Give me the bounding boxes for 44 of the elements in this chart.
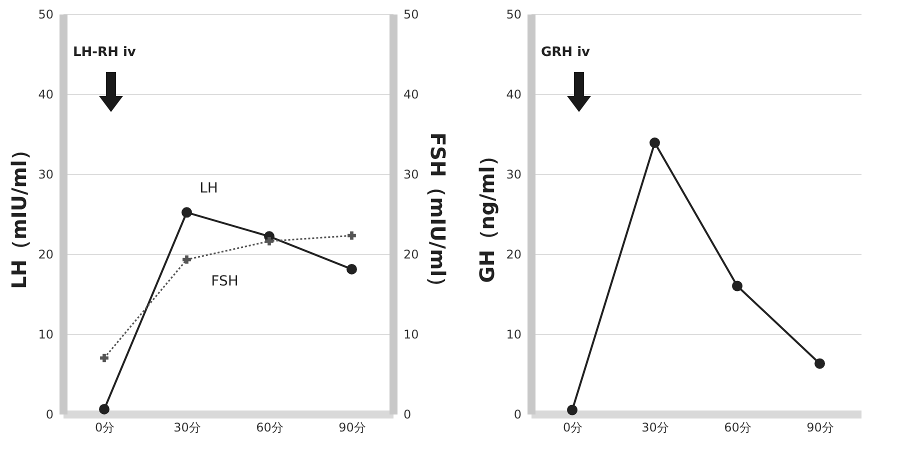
x-tick-label: 60分	[256, 420, 284, 434]
y-tick-label: 20	[506, 248, 522, 262]
x-tick-label: 90分	[806, 420, 834, 434]
series-label: LH	[200, 180, 218, 196]
point	[650, 138, 660, 148]
point	[732, 280, 742, 292]
y-tick-label: 0	[514, 408, 522, 422]
point	[348, 231, 356, 240]
point	[182, 255, 191, 264]
y-tick-label: 10	[506, 328, 522, 342]
y2-tick-label: 50	[404, 8, 419, 22]
y2-tick-label: 20	[404, 248, 419, 262]
y-tick-label: 40	[506, 88, 522, 102]
y2-tick-label: 10	[404, 328, 419, 342]
point	[100, 354, 108, 362]
y-tick-label: 10	[38, 328, 54, 342]
point	[182, 207, 192, 218]
y-tick-label: 30	[38, 168, 54, 182]
y-axis-title: GH（ng/ml）	[475, 146, 500, 283]
y2-axis-title: FSH（mIU/ml）	[426, 132, 450, 297]
annotation: GRH iv	[541, 45, 591, 60]
y2-tick-label: 0	[404, 408, 412, 422]
x-tick-label: 90分	[338, 420, 366, 434]
x-tick-label: 60分	[724, 420, 752, 434]
y2-tick-label: 40	[404, 88, 419, 102]
y-tick-label: 30	[506, 168, 522, 182]
y-tick-label: 0	[46, 408, 54, 422]
x-tick-label: 0分	[562, 420, 583, 434]
series-label: FSH	[211, 274, 238, 290]
y-tick-label: 20	[38, 248, 54, 262]
point	[265, 237, 274, 246]
x-tick-label: 30分	[642, 420, 669, 434]
point	[814, 358, 825, 369]
y-tick-label: 50	[38, 8, 54, 22]
annotation: LH-RH iv	[73, 45, 136, 60]
point	[567, 404, 578, 416]
y-axis-title: LH（mIU/ml）	[7, 140, 32, 290]
x-tick-label: 30分	[174, 420, 201, 434]
x-tick-label: 0分	[94, 420, 115, 434]
point	[346, 264, 357, 274]
point	[99, 404, 110, 414]
y2-tick-label: 30	[404, 168, 419, 182]
y-tick-label: 40	[38, 88, 54, 102]
y-tick-label: 50	[506, 8, 522, 22]
